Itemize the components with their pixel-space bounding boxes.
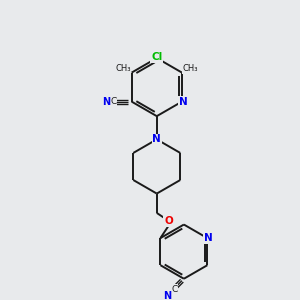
Text: N: N — [178, 97, 187, 106]
Text: C: C — [110, 97, 116, 106]
Text: O: O — [164, 216, 173, 226]
Text: N: N — [204, 233, 213, 243]
Text: N: N — [152, 134, 161, 144]
Text: C: C — [171, 285, 177, 294]
Text: Cl: Cl — [151, 52, 162, 62]
Text: N: N — [102, 97, 110, 106]
Text: CH₃: CH₃ — [115, 64, 131, 73]
Text: CH₃: CH₃ — [183, 64, 198, 73]
Text: N: N — [163, 291, 172, 300]
